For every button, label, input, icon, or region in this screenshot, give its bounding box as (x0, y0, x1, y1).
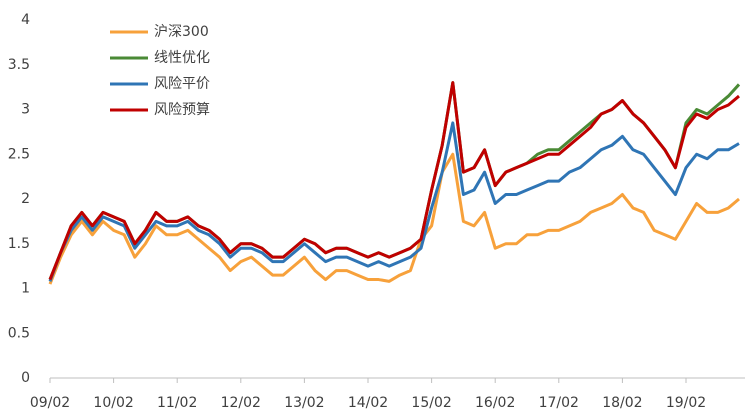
x-tick-label: 15/02 (411, 395, 451, 411)
legend-label: 风险平价 (154, 76, 210, 92)
y-tick-label: 1 (21, 281, 30, 297)
series-line (48, 121, 740, 282)
x-tick-label: 09/02 (30, 395, 70, 411)
y-tick-label: 0 (21, 370, 30, 386)
legend-label: 风险预算 (154, 102, 210, 118)
x-tick-label: 14/02 (348, 395, 388, 411)
y-tick-label: 3 (21, 102, 30, 118)
legend-label: 线性优化 (154, 50, 210, 66)
y-tick-label: 0.5 (8, 325, 30, 341)
x-tick-label: 18/02 (602, 395, 642, 411)
y-tick-label: 4 (21, 12, 30, 28)
x-tick-label: 17/02 (539, 395, 579, 411)
series-line (48, 152, 740, 285)
series-line (48, 81, 740, 281)
y-tick-label: 2 (21, 191, 30, 207)
y-tick-label: 2.5 (8, 146, 30, 162)
x-tick-label: 11/02 (157, 395, 197, 411)
x-tick-label: 12/02 (221, 395, 261, 411)
x-tick-label: 13/02 (284, 395, 324, 411)
legend-label: 沪深300 (154, 24, 209, 40)
y-tick-label: 1.5 (8, 236, 30, 252)
y-tick-label: 3.5 (8, 57, 30, 73)
x-tick-label: 10/02 (93, 395, 133, 411)
x-tick-label: 16/02 (475, 395, 515, 411)
x-tick-label: 19/02 (666, 395, 706, 411)
